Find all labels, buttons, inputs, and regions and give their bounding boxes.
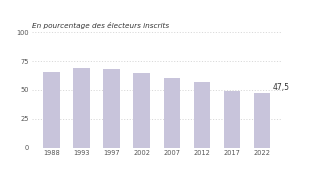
Bar	[103, 69, 120, 148]
Bar	[224, 91, 240, 148]
Text: En pourcentage des électeurs inscrits: En pourcentage des électeurs inscrits	[32, 22, 169, 29]
Bar	[164, 78, 180, 148]
Text: 47,5: 47,5	[273, 83, 290, 92]
Bar	[254, 93, 270, 148]
Bar	[194, 82, 210, 148]
Bar	[73, 68, 90, 148]
Bar	[133, 73, 150, 148]
Bar	[43, 72, 60, 148]
